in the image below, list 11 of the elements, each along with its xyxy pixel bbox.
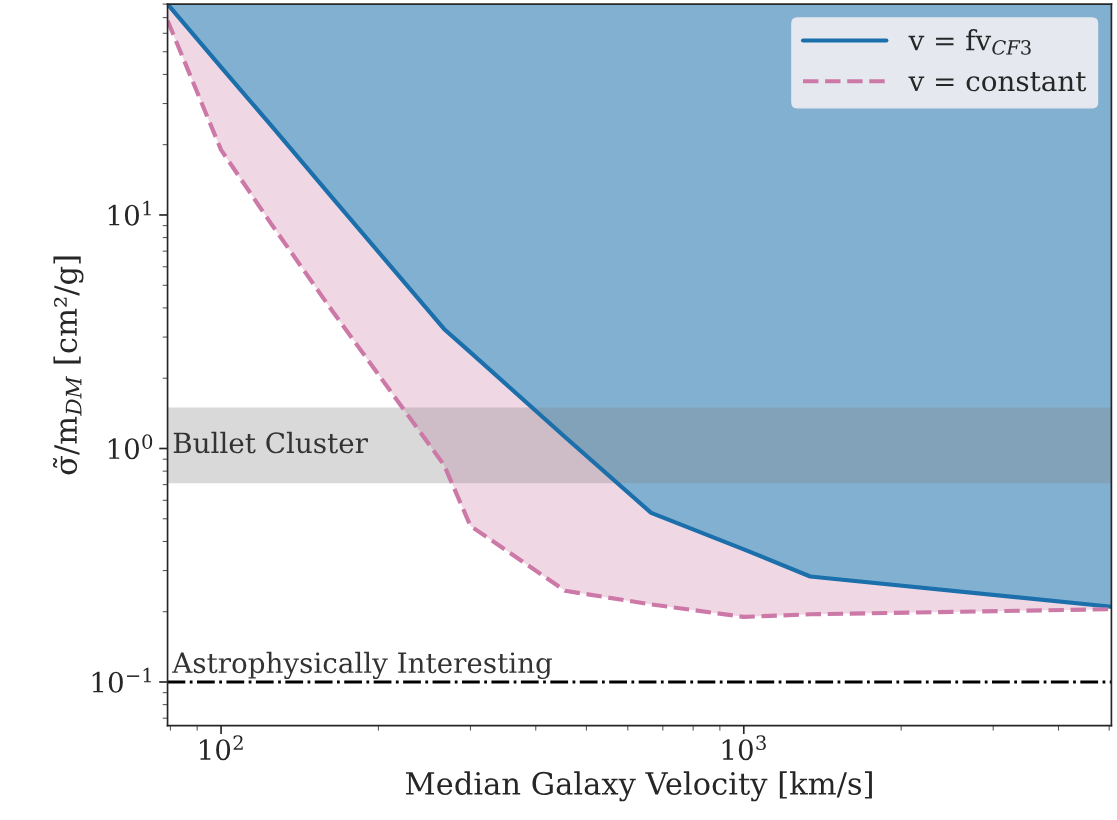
x-tick-label: 10$^{3}$ (722, 735, 766, 761)
legend-label: v = constant (908, 72, 1087, 92)
legend-label: v = fv$_{CF3}$ (908, 29, 1031, 55)
band-label: Bullet Cluster (173, 431, 368, 454)
x-tick-label: 10$^{2}$ (200, 735, 243, 761)
y-tick-label: 10$^{0}$ (108, 434, 153, 460)
y-axis-title: σ̃/m$_{DM}$ [cm²/g] (52, 256, 84, 475)
x-axis-title: Median Galaxy Velocity [km/s] (405, 771, 872, 802)
y-tick-label: 10$^{1}$ (108, 200, 151, 226)
y-tick-label: 10$^{−1}$ (92, 667, 151, 693)
ref-line-label: Astrophysically Interesting (172, 651, 552, 680)
